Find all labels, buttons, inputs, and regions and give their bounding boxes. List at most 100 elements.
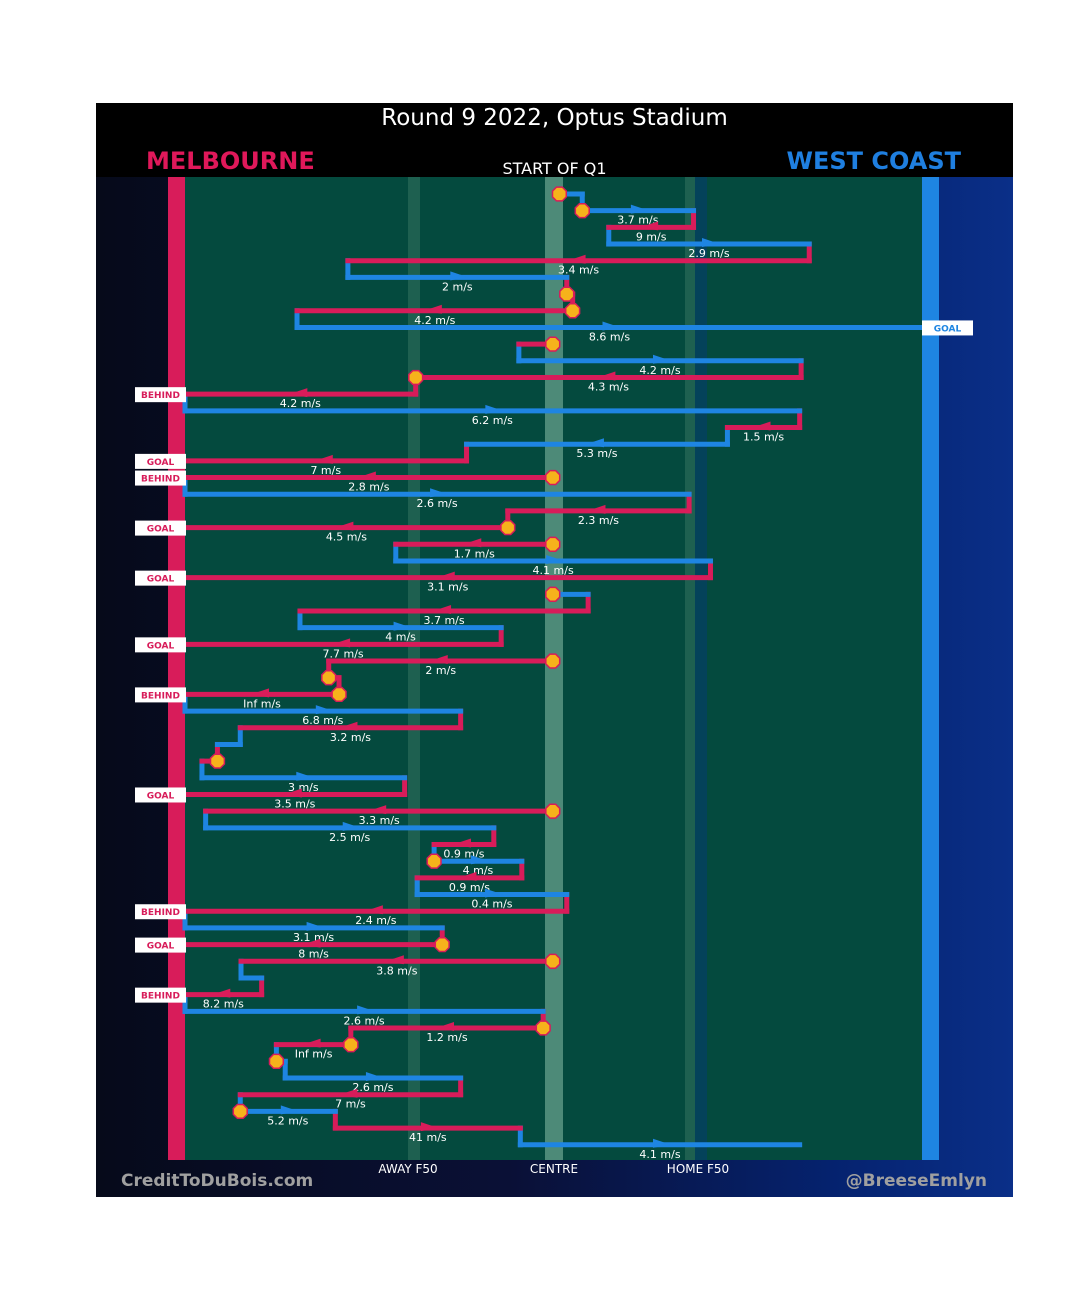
stoppage-marker — [545, 586, 561, 602]
speed-label: 1.7 m/s — [454, 547, 495, 560]
direction-arrow — [567, 254, 586, 264]
speed-label: 2.4 m/s — [355, 914, 396, 927]
outcome-badge — [135, 570, 186, 586]
direction-arrow — [251, 688, 270, 698]
direction-arrow — [212, 988, 231, 998]
outcome-label-goal: GOAL — [147, 458, 175, 468]
speed-label: 3.7 m/s — [617, 214, 658, 227]
outcome-badge — [135, 937, 186, 953]
speed-label: 2.3 m/s — [578, 514, 619, 527]
stoppage-marker — [545, 653, 561, 669]
direction-arrow — [484, 888, 503, 898]
speed-label: 1.2 m/s — [426, 1031, 467, 1044]
axis-label-centre: CENTRE — [529, 1162, 579, 1176]
direction-arrow — [485, 404, 504, 414]
stoppage-marker — [545, 536, 561, 552]
stoppage-marker — [321, 670, 337, 686]
speed-label: 0.9 m/s — [449, 881, 490, 894]
speed-label: 8.6 m/s — [589, 330, 630, 343]
speed-label: 2.6 m/s — [416, 497, 457, 510]
outcome-badge — [135, 987, 186, 1003]
speed-label: 2.6 m/s — [352, 1081, 393, 1094]
speed-label: 4.5 m/s — [326, 531, 367, 544]
direction-arrow — [296, 771, 315, 781]
direction-arrow — [652, 354, 671, 364]
speed-label: 5.3 m/s — [576, 447, 617, 460]
direction-arrow — [357, 471, 376, 481]
direction-arrow — [314, 454, 333, 464]
direction-arrow — [433, 605, 452, 614]
speed-label: 41 m/s — [409, 1131, 447, 1144]
direction-arrow — [630, 204, 649, 214]
speed-label: 3.8 m/s — [376, 964, 417, 977]
stoppage-marker — [343, 1037, 359, 1053]
chain-plot: 3.7 m/s 9 m/s 2.9 m/s 3.4 m/s 2 m/s 4.2 m/s 8.… — [135, 186, 973, 1161]
direction-arrow — [450, 271, 469, 281]
outcome-badge — [135, 387, 186, 403]
stoppage-marker — [535, 1020, 551, 1036]
title-bar — [96, 103, 1013, 177]
direction-arrow — [302, 938, 321, 948]
direction-arrow — [385, 955, 404, 965]
speed-label: 3.3 m/s — [359, 814, 400, 827]
direction-arrow — [752, 421, 771, 431]
outcome-label-behind: BEHIND — [141, 475, 180, 485]
period-label: START OF Q1 — [502, 159, 607, 178]
speed-label: 2.6 m/s — [344, 1014, 385, 1027]
direction-arrow — [640, 221, 659, 231]
direction-arrow — [585, 438, 604, 448]
outcome-label-behind: BEHIND — [141, 691, 180, 701]
stoppage-marker — [331, 686, 347, 703]
playing-field — [185, 177, 922, 1160]
direction-arrow — [597, 371, 616, 381]
outcome-label-goal: GOAL — [147, 942, 175, 952]
stoppage-marker — [545, 336, 561, 352]
speed-label: 8.2 m/s — [203, 998, 244, 1011]
direction-arrow — [280, 1105, 299, 1115]
outcome-label-behind: BEHIND — [141, 908, 180, 918]
chart-panel: Round 9 2022, Optus Stadium MELBOURNE WE… — [96, 103, 1013, 1197]
stoppage-marker — [426, 853, 442, 869]
direction-arrow — [429, 655, 448, 665]
direction-arrow — [365, 1072, 384, 1082]
stoppage-marker — [559, 286, 575, 302]
chart-title: Round 9 2022, Optus Stadium — [381, 105, 728, 131]
home-f50-shade — [695, 177, 707, 1160]
speed-label: 4 m/s — [385, 631, 416, 644]
outcome-label-goal: GOAL — [147, 575, 175, 585]
stoppage-marker — [545, 803, 561, 819]
direction-arrow — [436, 1022, 455, 1031]
outcome-label-goal: GOAL — [147, 791, 175, 801]
outcome-badge — [135, 687, 186, 703]
axis-label-home-f50: HOME F50 — [666, 1162, 730, 1176]
direction-arrow — [339, 1088, 358, 1098]
speed-label: 3.1 m/s — [293, 931, 334, 944]
speed-label: 2.5 m/s — [329, 831, 370, 844]
speed-label: 4.1 m/s — [533, 564, 574, 577]
speed-label: 0.4 m/s — [471, 898, 512, 911]
direction-arrow — [332, 638, 351, 648]
direction-arrow — [463, 538, 482, 548]
outcome-badge — [922, 320, 973, 336]
outcome-badge — [135, 453, 186, 469]
stoppage-marker — [268, 1053, 285, 1070]
outcome-label-goal: GOAL — [147, 525, 175, 535]
speed-label: 3.7 m/s — [423, 614, 464, 627]
outcome-badge — [135, 520, 186, 536]
direction-arrow — [546, 554, 565, 564]
speed-label: 7 m/s — [335, 1098, 366, 1111]
direction-arrow — [315, 705, 334, 715]
away-team-label: WEST COAST — [786, 147, 961, 175]
speed-label: Inf m/s — [295, 1048, 333, 1061]
direction-arrow — [302, 1038, 321, 1048]
outcome-badge — [135, 904, 186, 920]
outcome-badge — [135, 637, 186, 653]
speed-label: 3.4 m/s — [558, 264, 599, 277]
direction-arrow — [458, 871, 477, 881]
direction-arrow — [335, 521, 354, 531]
credit-text: CreditToDuBois.com — [121, 1171, 314, 1191]
direction-arrow — [357, 1005, 376, 1015]
speed-label: 3.2 m/s — [330, 731, 371, 744]
speed-label: 5.2 m/s — [267, 1114, 308, 1127]
speed-label: 1.5 m/s — [743, 431, 784, 444]
